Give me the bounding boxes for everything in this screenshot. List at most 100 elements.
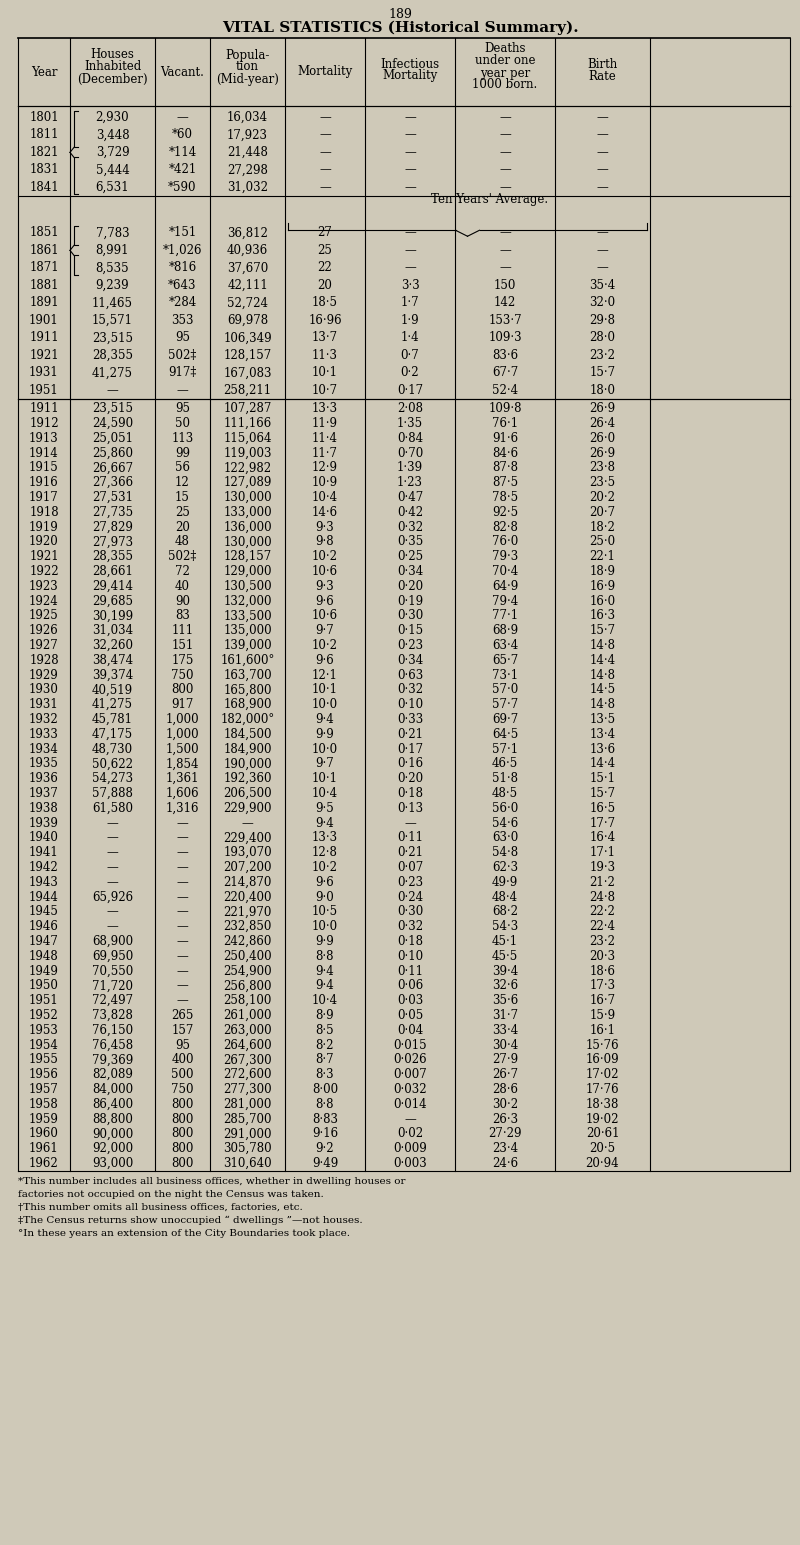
Text: 1931: 1931 bbox=[29, 366, 59, 380]
Text: 12·1: 12·1 bbox=[312, 669, 338, 681]
Text: 48,730: 48,730 bbox=[92, 743, 133, 756]
Text: 10·2: 10·2 bbox=[312, 550, 338, 564]
Text: 0·11: 0·11 bbox=[397, 831, 423, 845]
Text: 14·5: 14·5 bbox=[590, 683, 615, 697]
Text: 500: 500 bbox=[171, 1068, 194, 1082]
Text: 23,515: 23,515 bbox=[92, 402, 133, 416]
Text: 10·0: 10·0 bbox=[312, 698, 338, 711]
Text: —: — bbox=[597, 111, 608, 124]
Text: 1,361: 1,361 bbox=[166, 772, 199, 785]
Text: Infectious: Infectious bbox=[381, 57, 439, 71]
Text: 54·6: 54·6 bbox=[492, 817, 518, 830]
Text: 400: 400 bbox=[171, 1054, 194, 1066]
Text: 15·76: 15·76 bbox=[586, 1038, 619, 1052]
Text: 36,812: 36,812 bbox=[227, 227, 268, 239]
Text: 48·4: 48·4 bbox=[492, 890, 518, 904]
Text: factories not occupied on the night the Census was taken.: factories not occupied on the night the … bbox=[18, 1190, 324, 1199]
Text: 1947: 1947 bbox=[29, 935, 59, 949]
Text: 1929: 1929 bbox=[29, 669, 59, 681]
Text: 24·8: 24·8 bbox=[590, 890, 615, 904]
Text: 37,670: 37,670 bbox=[227, 261, 268, 275]
Text: 184,500: 184,500 bbox=[223, 728, 272, 742]
Text: 9·9: 9·9 bbox=[316, 728, 334, 742]
Text: 1·7: 1·7 bbox=[401, 297, 419, 309]
Text: —: — bbox=[404, 227, 416, 239]
Text: 27,829: 27,829 bbox=[92, 521, 133, 533]
Text: 1922: 1922 bbox=[29, 565, 59, 578]
Text: 1925: 1925 bbox=[29, 609, 59, 623]
Text: 63·4: 63·4 bbox=[492, 640, 518, 652]
Text: 76,458: 76,458 bbox=[92, 1038, 133, 1052]
Text: 31,034: 31,034 bbox=[92, 624, 133, 637]
Text: 16·96: 16·96 bbox=[308, 314, 342, 328]
Text: 10·1: 10·1 bbox=[312, 366, 338, 380]
Text: —: — bbox=[106, 831, 118, 845]
Text: 27,298: 27,298 bbox=[227, 164, 268, 176]
Text: 1930: 1930 bbox=[29, 683, 59, 697]
Text: 130,000: 130,000 bbox=[223, 491, 272, 504]
Text: 8·7: 8·7 bbox=[316, 1054, 334, 1066]
Text: 13·4: 13·4 bbox=[590, 728, 615, 742]
Text: 8·8: 8·8 bbox=[316, 950, 334, 963]
Text: 1951: 1951 bbox=[29, 995, 59, 1007]
Text: 193,070: 193,070 bbox=[223, 847, 272, 859]
Text: 0·18: 0·18 bbox=[397, 786, 423, 800]
Text: 122,982: 122,982 bbox=[223, 462, 271, 474]
Text: 310,640: 310,640 bbox=[223, 1157, 272, 1170]
Text: 12: 12 bbox=[175, 476, 190, 490]
Text: —: — bbox=[404, 128, 416, 142]
Text: 76·0: 76·0 bbox=[492, 536, 518, 548]
Text: 1,000: 1,000 bbox=[166, 728, 199, 742]
Text: 76,150: 76,150 bbox=[92, 1024, 133, 1037]
Text: —: — bbox=[177, 847, 188, 859]
Text: (Mid-year): (Mid-year) bbox=[216, 73, 279, 85]
Text: —: — bbox=[499, 181, 511, 193]
Text: Vacant.: Vacant. bbox=[161, 65, 205, 79]
Text: 33·4: 33·4 bbox=[492, 1024, 518, 1037]
Text: 9·16: 9·16 bbox=[312, 1128, 338, 1140]
Text: 22: 22 bbox=[318, 261, 332, 275]
Text: 27,735: 27,735 bbox=[92, 505, 133, 519]
Text: Birth: Birth bbox=[587, 57, 618, 71]
Text: 28,355: 28,355 bbox=[92, 550, 133, 564]
Text: 40,519: 40,519 bbox=[92, 683, 133, 697]
Text: 23·4: 23·4 bbox=[492, 1142, 518, 1156]
Text: under one: under one bbox=[474, 54, 535, 68]
Text: 39·4: 39·4 bbox=[492, 964, 518, 978]
Text: 1951: 1951 bbox=[29, 383, 59, 397]
Text: 0·47: 0·47 bbox=[397, 491, 423, 504]
Text: 20·7: 20·7 bbox=[590, 505, 615, 519]
Text: 9·4: 9·4 bbox=[316, 964, 334, 978]
Text: 8·00: 8·00 bbox=[312, 1083, 338, 1095]
Text: 109·8: 109·8 bbox=[488, 402, 522, 416]
Text: 68,900: 68,900 bbox=[92, 935, 133, 949]
Text: 20·61: 20·61 bbox=[586, 1128, 619, 1140]
Text: 13·5: 13·5 bbox=[590, 714, 615, 726]
Text: 16,034: 16,034 bbox=[227, 111, 268, 124]
Text: 32·6: 32·6 bbox=[492, 980, 518, 992]
Text: 1·4: 1·4 bbox=[401, 331, 419, 345]
Text: *1,026: *1,026 bbox=[162, 244, 202, 256]
Text: 800: 800 bbox=[171, 1128, 194, 1140]
Text: 1921: 1921 bbox=[29, 349, 59, 362]
Text: 153·7: 153·7 bbox=[488, 314, 522, 328]
Text: —: — bbox=[106, 876, 118, 888]
Text: 12·9: 12·9 bbox=[312, 462, 338, 474]
Text: Year: Year bbox=[30, 65, 58, 79]
Text: 1946: 1946 bbox=[29, 921, 59, 933]
Text: 1000 born.: 1000 born. bbox=[472, 79, 538, 91]
Text: Ten Years' Average.: Ten Years' Average. bbox=[431, 193, 549, 205]
Text: 20·2: 20·2 bbox=[590, 491, 615, 504]
Text: 1944: 1944 bbox=[29, 890, 59, 904]
Text: 1938: 1938 bbox=[29, 802, 59, 814]
Text: 1,606: 1,606 bbox=[166, 786, 199, 800]
Text: 1·23: 1·23 bbox=[397, 476, 423, 490]
Text: *643: *643 bbox=[168, 280, 197, 292]
Text: 502‡: 502‡ bbox=[168, 550, 197, 564]
Text: —: — bbox=[597, 181, 608, 193]
Text: —: — bbox=[499, 145, 511, 159]
Text: *151: *151 bbox=[168, 227, 197, 239]
Text: 107,287: 107,287 bbox=[223, 402, 272, 416]
Text: *816: *816 bbox=[168, 261, 197, 275]
Text: 14·4: 14·4 bbox=[590, 757, 615, 771]
